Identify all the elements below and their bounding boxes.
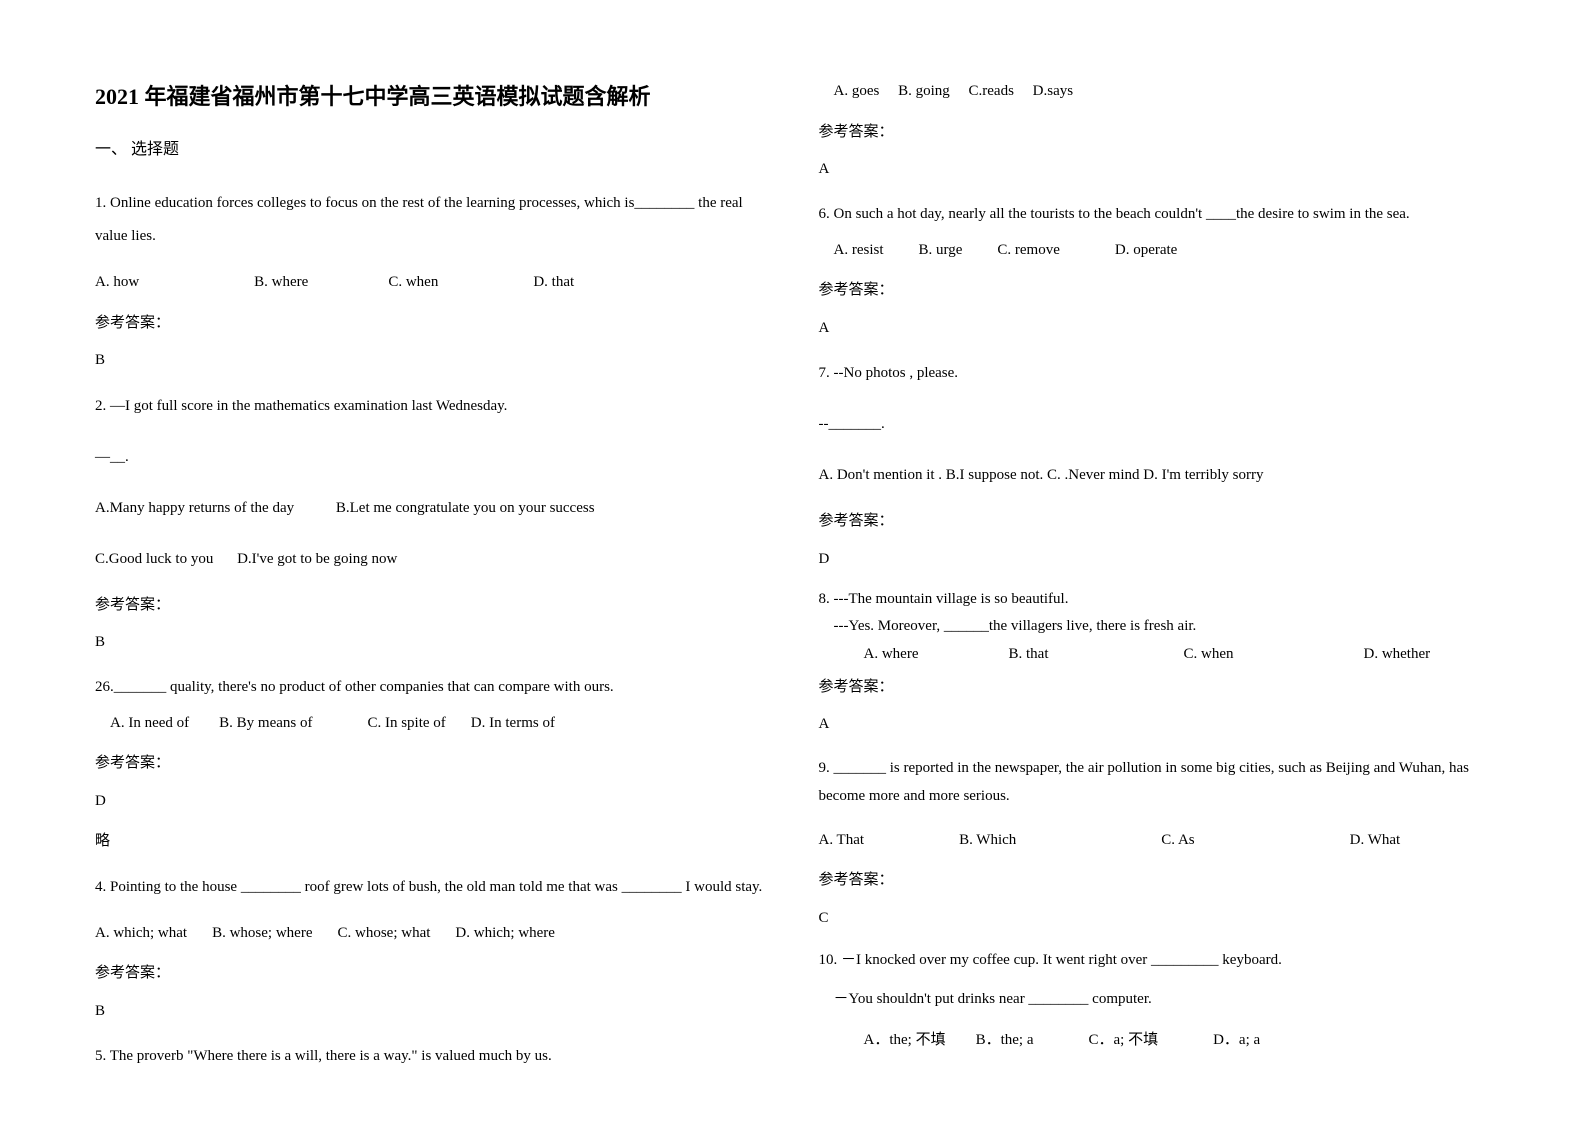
answer-value: A: [819, 713, 1493, 736]
question-4: 4. Pointing to the house ________ roof g…: [95, 871, 769, 1023]
answer-value: D: [95, 790, 769, 813]
option-b: B. going: [898, 83, 950, 99]
answer-label: 参考答案：: [819, 121, 1493, 144]
section-heading: 一、 选择题: [95, 138, 769, 162]
question-text-2: --_______.: [819, 408, 1493, 441]
question-5: 5. The proverb "Where there is a will, t…: [95, 1040, 769, 1073]
answer-label: 参考答案：: [819, 279, 1493, 302]
answer-value: B: [95, 631, 769, 654]
option-d: D.I've got to be going now: [237, 551, 397, 567]
answer-label: 参考答案：: [819, 676, 1493, 699]
option-c: C. when: [1183, 643, 1233, 666]
options-line-1: A.Many happy returns of the day B.Let me…: [95, 492, 769, 525]
question-text-2: —__.: [95, 441, 769, 474]
extra-text: 略: [95, 830, 769, 853]
left-column: 2021 年福建省福州市第十七中学高三英语模拟试题含解析 一、 选择题 1. O…: [95, 80, 769, 1091]
question-text: 10. －I knocked over my coffee cup. It we…: [819, 947, 1493, 974]
option-c: C. remove: [997, 239, 1059, 262]
question-7: 7. --No photos , please. --_______. A. D…: [819, 357, 1493, 570]
answer-label: 参考答案：: [95, 962, 769, 985]
option-a: A. where: [864, 643, 919, 666]
option-b: B. By means of: [219, 712, 312, 735]
options-row: A. how B. where C. when D. that: [95, 271, 769, 294]
question-2: 2. —I got full score in the mathematics …: [95, 390, 769, 654]
option-c: C. whose; what: [337, 922, 430, 945]
answer-value: A: [819, 317, 1493, 340]
answer-label: 参考答案：: [819, 869, 1493, 892]
option-d: D.says: [1033, 83, 1073, 99]
option-b: B. urge: [919, 239, 963, 262]
question-text-2: ---Yes. Moreover, ______the villagers li…: [819, 615, 1493, 638]
option-d: D. that: [533, 271, 574, 294]
option-a: A. which; what: [95, 922, 187, 945]
option-b: B. whose; where: [212, 922, 312, 945]
option-d: D. operate: [1115, 239, 1177, 262]
option-c: C．a; 不填: [1088, 1029, 1158, 1052]
options-row: A. goes B. going C.reads D.says: [819, 80, 1493, 103]
option-c: C.reads: [969, 83, 1014, 99]
option-d: D. In terms of: [471, 712, 555, 735]
option-a: A．the; 不填: [864, 1029, 946, 1052]
option-b: B. that: [1008, 643, 1048, 666]
option-a: A.Many happy returns of the day: [95, 500, 294, 516]
option-c: C.Good luck to you: [95, 551, 213, 567]
question-text: 1. Online education forces colleges to f…: [95, 187, 769, 253]
option-a: A. goes: [834, 83, 880, 99]
question-text: 2. —I got full score in the mathematics …: [95, 390, 769, 423]
option-d: D. which; where: [455, 922, 555, 945]
option-d: D. whether: [1363, 643, 1430, 666]
question-text: 5. The proverb "Where there is a will, t…: [95, 1040, 769, 1073]
options-line-2: C.Good luck to you D.I've got to be goin…: [95, 543, 769, 576]
options-row: A. In need of B. By means of C. In spite…: [95, 712, 769, 735]
page-container: 2021 年福建省福州市第十七中学高三英语模拟试题含解析 一、 选择题 1. O…: [95, 80, 1492, 1091]
question-text: 6. On such a hot day, nearly all the tou…: [819, 199, 1493, 229]
question-text: 7. --No photos , please.: [819, 357, 1493, 390]
question-text: 26._______ quality, there's no product o…: [95, 672, 769, 702]
question-5-options: A. goes B. going C.reads D.says 参考答案： A: [819, 80, 1493, 181]
question-9: 9. _______ is reported in the newspaper,…: [819, 754, 1493, 930]
answer-value: D: [819, 548, 1493, 571]
option-a: A. That: [819, 829, 865, 852]
question-1: 1. Online education forces colleges to f…: [95, 187, 769, 372]
option-b: B.Let me congratulate you on your succes…: [336, 500, 595, 516]
answer-value: B: [95, 349, 769, 372]
option-b: B．the; a: [976, 1029, 1034, 1052]
option-d: D. What: [1350, 829, 1401, 852]
document-title: 2021 年福建省福州市第十七中学高三英语模拟试题含解析: [95, 80, 769, 113]
question-text: 4. Pointing to the house ________ roof g…: [95, 871, 769, 904]
options-text: A. Don't mention it . B.I suppose not. C…: [819, 459, 1493, 492]
answer-label: 参考答案：: [95, 594, 769, 617]
option-c: C. As: [1161, 829, 1194, 852]
option-c: C. In spite of: [367, 712, 445, 735]
option-d: D．a; a: [1213, 1029, 1260, 1052]
options-row: A. That B. Which C. As D. What: [819, 829, 1493, 852]
option-b: B. Which: [959, 829, 1016, 852]
question-26: 26._______ quality, there's no product o…: [95, 672, 769, 853]
question-text: 8. ---The mountain village is so beautif…: [819, 588, 1493, 611]
options-row: A. where B. that C. when D. whether: [819, 643, 1493, 666]
answer-label: 参考答案：: [819, 510, 1493, 533]
question-8: 8. ---The mountain village is so beautif…: [819, 588, 1493, 736]
question-10: 10. －I knocked over my coffee cup. It we…: [819, 947, 1493, 1051]
answer-value: C: [819, 907, 1493, 930]
option-a: A. how: [95, 271, 139, 294]
options-row: A. resist B. urge C. remove D. operate: [819, 239, 1493, 262]
answer-value: A: [819, 158, 1493, 181]
option-c: C. when: [388, 271, 438, 294]
question-6: 6. On such a hot day, nearly all the tou…: [819, 199, 1493, 340]
answer-label: 参考答案：: [95, 752, 769, 775]
right-column: A. goes B. going C.reads D.says 参考答案： A …: [819, 80, 1493, 1091]
option-b: B. where: [254, 271, 308, 294]
option-a: A. resist: [834, 239, 884, 262]
option-a: A. In need of: [110, 712, 189, 735]
answer-label: 参考答案：: [95, 312, 769, 335]
answer-value: B: [95, 1000, 769, 1023]
options-row: A. which; what B. whose; where C. whose;…: [95, 922, 769, 945]
options-row: A．the; 不填 B．the; a C．a; 不填 D．a; a: [819, 1029, 1493, 1052]
question-text: 9. _______ is reported in the newspaper,…: [819, 754, 1493, 811]
question-text-2: －You shouldn't put drinks near ________ …: [819, 988, 1493, 1011]
